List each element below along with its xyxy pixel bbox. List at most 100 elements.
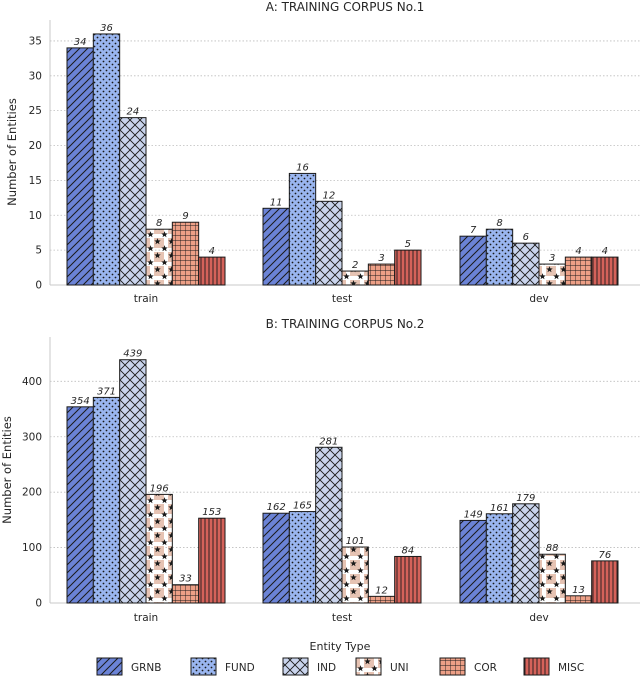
bar-misc-train: [198, 517, 226, 604]
bar-value-label: 153: [202, 507, 221, 518]
panel-a: A: TRAINING CORPUS No.1 Number of Entiti…: [5, 0, 640, 305]
bar-grnb-train: [66, 47, 94, 286]
bar-value-label: 162: [267, 502, 286, 513]
legend-swatch-misc: [523, 657, 550, 676]
bar-value-label: 3: [378, 253, 384, 264]
legend-label-grnb: GRNB: [131, 662, 162, 674]
bar-value-label: 8: [496, 218, 502, 229]
bar-value-label: 8: [156, 218, 162, 229]
y-tick-label: 20: [29, 140, 42, 152]
bar-misc-test: [394, 249, 422, 286]
bar-value-label: 4: [209, 246, 215, 257]
bar-grnb-dev: [459, 235, 487, 286]
bar-value-label: 36: [100, 23, 113, 34]
legend-label-ind: IND: [317, 662, 336, 674]
bar-value-label: 161: [490, 503, 509, 514]
bar-uni-dev: [538, 263, 566, 286]
bar-value-label: 24: [126, 107, 139, 118]
x-tick-label: test: [332, 612, 352, 624]
bar-value-label: 196: [150, 483, 169, 494]
panel-b-ylabel: Number of Entities: [0, 416, 14, 524]
y-tick-label: 0: [35, 598, 42, 610]
y-tick-label: 10: [29, 210, 42, 222]
bar-value-label: 76: [598, 550, 611, 561]
bar-grnb-train: [66, 406, 94, 604]
panel-b-title: B: TRAINING CORPUS No.2: [266, 317, 425, 331]
y-tick-label: 200: [22, 487, 42, 499]
y-tick-label: 5: [35, 245, 42, 257]
bar-value-label: 12: [322, 190, 335, 201]
bar-misc-dev: [591, 560, 619, 604]
bar-value-label: 101: [346, 536, 365, 547]
bar-fund-dev: [485, 513, 514, 604]
legend-swatch-grnb: [96, 657, 123, 676]
bar-fund-dev: [485, 228, 514, 286]
bar-ind-train: [119, 359, 147, 604]
y-tick-label: 400: [22, 376, 42, 388]
bar-value-label: 149: [464, 509, 483, 520]
panel-b: B: TRAINING CORPUS No.2 Number of Entiti…: [0, 317, 640, 624]
x-tick-label: test: [332, 293, 352, 305]
bar-value-label: 4: [602, 246, 608, 257]
bar-value-label: 439: [123, 349, 142, 360]
bar-uni-test: [341, 546, 369, 604]
bar-value-label: 2: [352, 260, 358, 271]
bar-value-label: 354: [71, 396, 90, 407]
bar-cor-dev: [564, 595, 593, 604]
bar-fund-train: [92, 33, 121, 286]
bar-value-label: 33: [179, 574, 192, 585]
bar-misc-test: [394, 555, 422, 604]
bar-uni-test: [341, 270, 369, 286]
bar-misc-dev: [591, 256, 619, 286]
legend-swatch-cor: [439, 657, 466, 676]
bar-value-label: 371: [97, 386, 116, 397]
bar-value-label: 84: [401, 545, 414, 556]
bar-ind-test: [315, 446, 343, 604]
bar-value-label: 179: [516, 493, 535, 504]
bar-grnb-test: [262, 207, 290, 286]
bar-uni-dev: [538, 553, 566, 604]
bar-ind-test: [315, 200, 343, 286]
bar-value-label: 7: [470, 225, 477, 236]
bar-value-label: 88: [546, 543, 559, 554]
bar-cor-dev: [564, 256, 593, 286]
bar-cor-train: [171, 221, 200, 286]
bar-value-label: 6: [523, 232, 529, 243]
bar-misc-train: [198, 256, 226, 286]
y-tick-label: 0: [35, 280, 42, 292]
bar-fund-test: [288, 172, 317, 286]
legend-title: Entity Type: [310, 640, 371, 653]
bar-value-label: 281: [319, 436, 338, 447]
bar-value-label: 165: [293, 501, 312, 512]
y-tick-label: 15: [29, 175, 42, 187]
y-tick-label: 100: [22, 542, 42, 554]
y-tick-label: 30: [29, 70, 42, 82]
bar-cor-train: [171, 584, 200, 604]
legend-swatch-uni: [355, 657, 382, 676]
bar-ind-dev: [512, 242, 540, 286]
panel-a-title: A: TRAINING CORPUS No.1: [266, 0, 425, 14]
bar-fund-test: [288, 511, 317, 604]
bar-ind-train: [119, 117, 147, 286]
bar-value-label: 16: [296, 162, 309, 173]
legend: Entity Type GRNB FUND IND UNI COR MISC: [96, 640, 584, 676]
x-tick-label: dev: [529, 293, 548, 305]
bar-grnb-dev: [459, 519, 487, 604]
bar-value-label: 11: [270, 197, 283, 208]
x-tick-label: train: [134, 293, 158, 305]
x-tick-label: dev: [529, 612, 548, 624]
x-tick-label: train: [134, 612, 158, 624]
y-tick-label: 300: [22, 431, 42, 443]
legend-label-cor: COR: [474, 662, 497, 674]
legend-label-misc: MISC: [558, 662, 584, 674]
bar-value-label: 9: [182, 211, 188, 222]
legend-label-fund: FUND: [225, 662, 255, 674]
bar-value-label: 13: [572, 585, 585, 596]
bar-uni-train: [145, 228, 173, 286]
bar-ind-dev: [512, 503, 540, 604]
y-tick-label: 35: [29, 35, 42, 47]
legend-swatch-fund: [190, 657, 217, 676]
bar-cor-test: [367, 263, 396, 286]
